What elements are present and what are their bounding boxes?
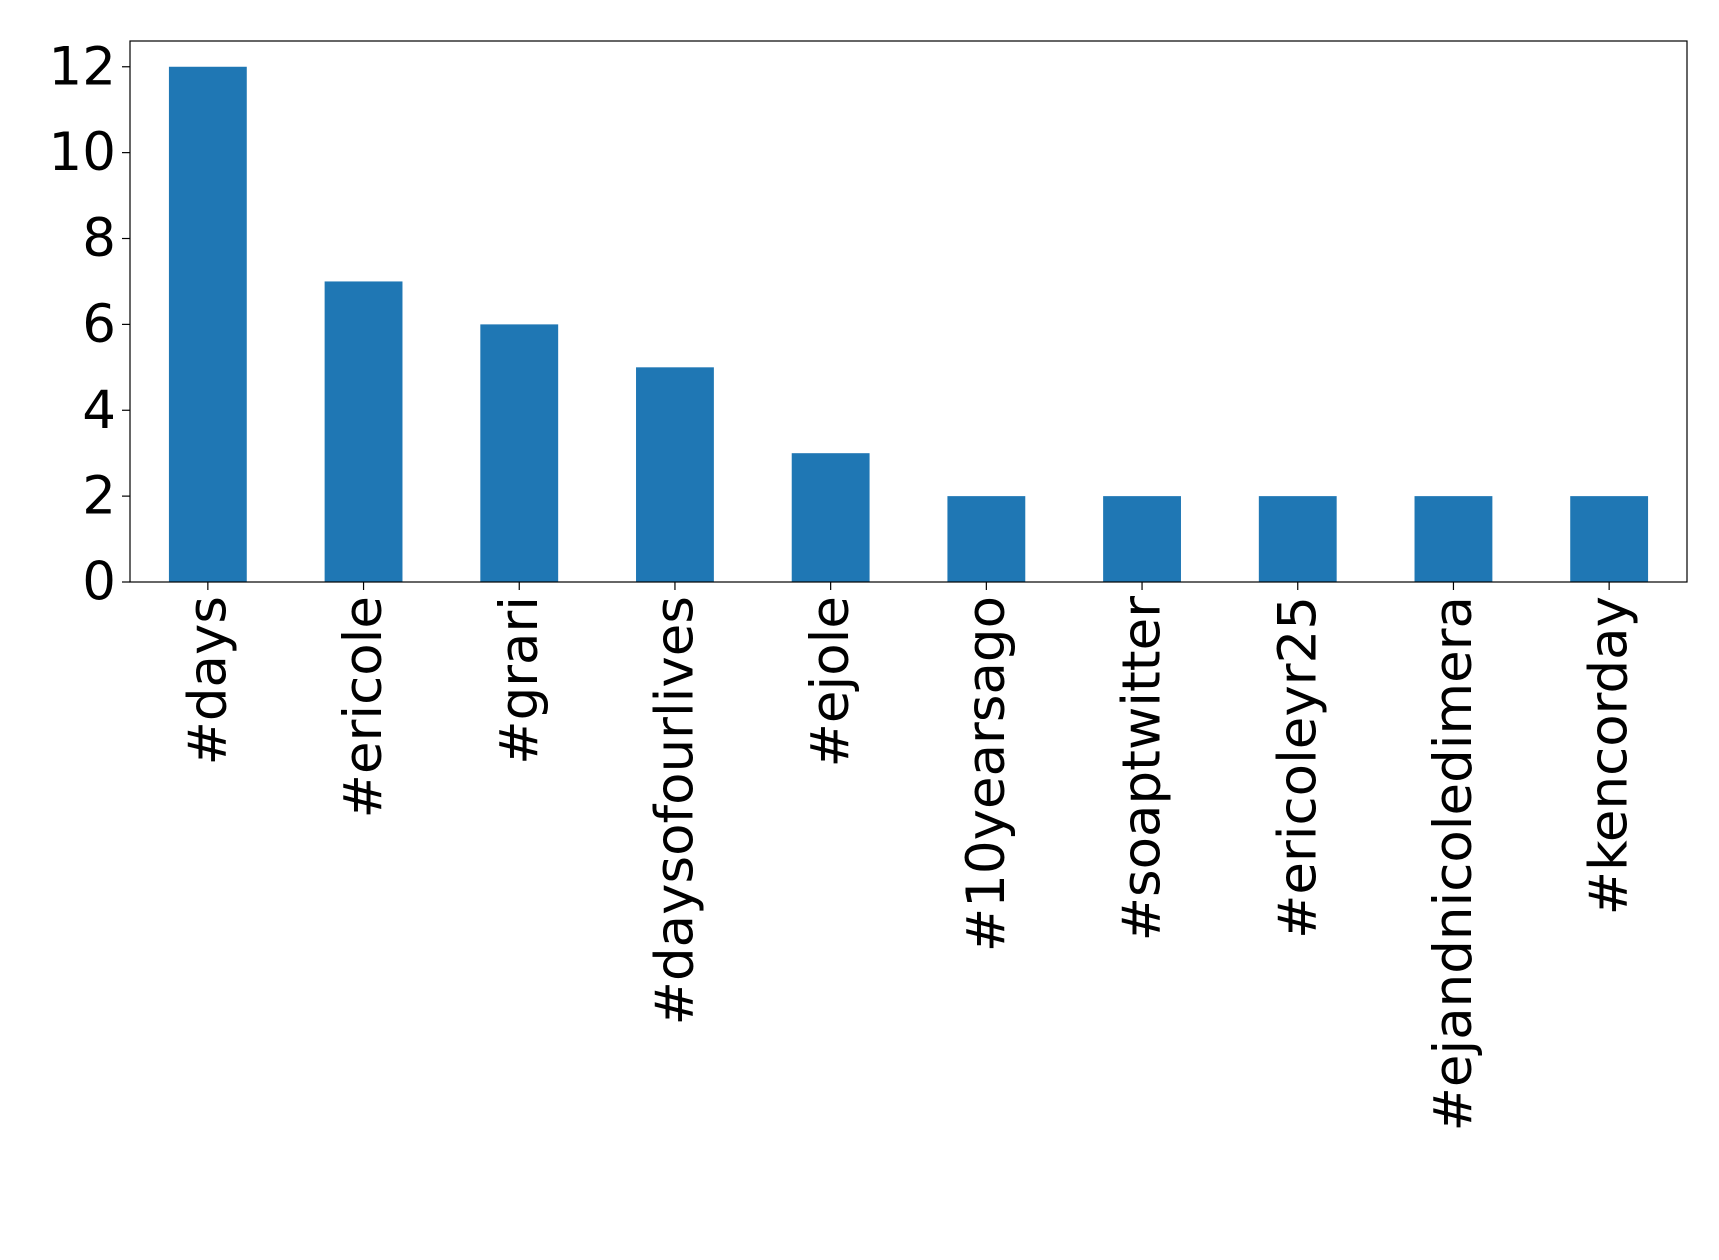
x-tick-label: #daysofourlives	[644, 596, 705, 1025]
bar	[1258, 496, 1337, 582]
x-tick-label: #ericole	[333, 596, 394, 818]
bar	[791, 453, 870, 582]
y-tick-label: 8	[82, 208, 116, 269]
y-tick-label: 6	[82, 294, 116, 355]
y-tick-label: 0	[82, 552, 116, 613]
plot-frame	[129, 40, 1688, 583]
y-tick-label: 4	[82, 380, 116, 441]
bar	[324, 281, 403, 582]
y-tick-label: 10	[49, 122, 116, 183]
bar	[480, 324, 559, 582]
x-tick-label: #ejole	[800, 596, 861, 768]
bar	[1103, 496, 1181, 582]
y-tick-label: 2	[82, 466, 116, 527]
y-tick-label: 12	[49, 36, 116, 97]
x-tick-label: #10yearsago	[956, 596, 1017, 952]
x-tick-label: #kencorday	[1579, 596, 1640, 915]
bar	[947, 496, 1026, 582]
bar	[1570, 496, 1649, 582]
bar	[636, 367, 714, 582]
x-tick-label: #ericoleyr25	[1267, 596, 1328, 939]
x-tick-label: #days	[177, 596, 238, 766]
x-tick-label: #soaptwitter	[1112, 596, 1173, 942]
bar	[168, 66, 247, 582]
x-tick-label: #ejandnicoledimera	[1423, 596, 1484, 1132]
x-tick-label: #grari	[489, 596, 550, 765]
bar	[1414, 496, 1493, 582]
